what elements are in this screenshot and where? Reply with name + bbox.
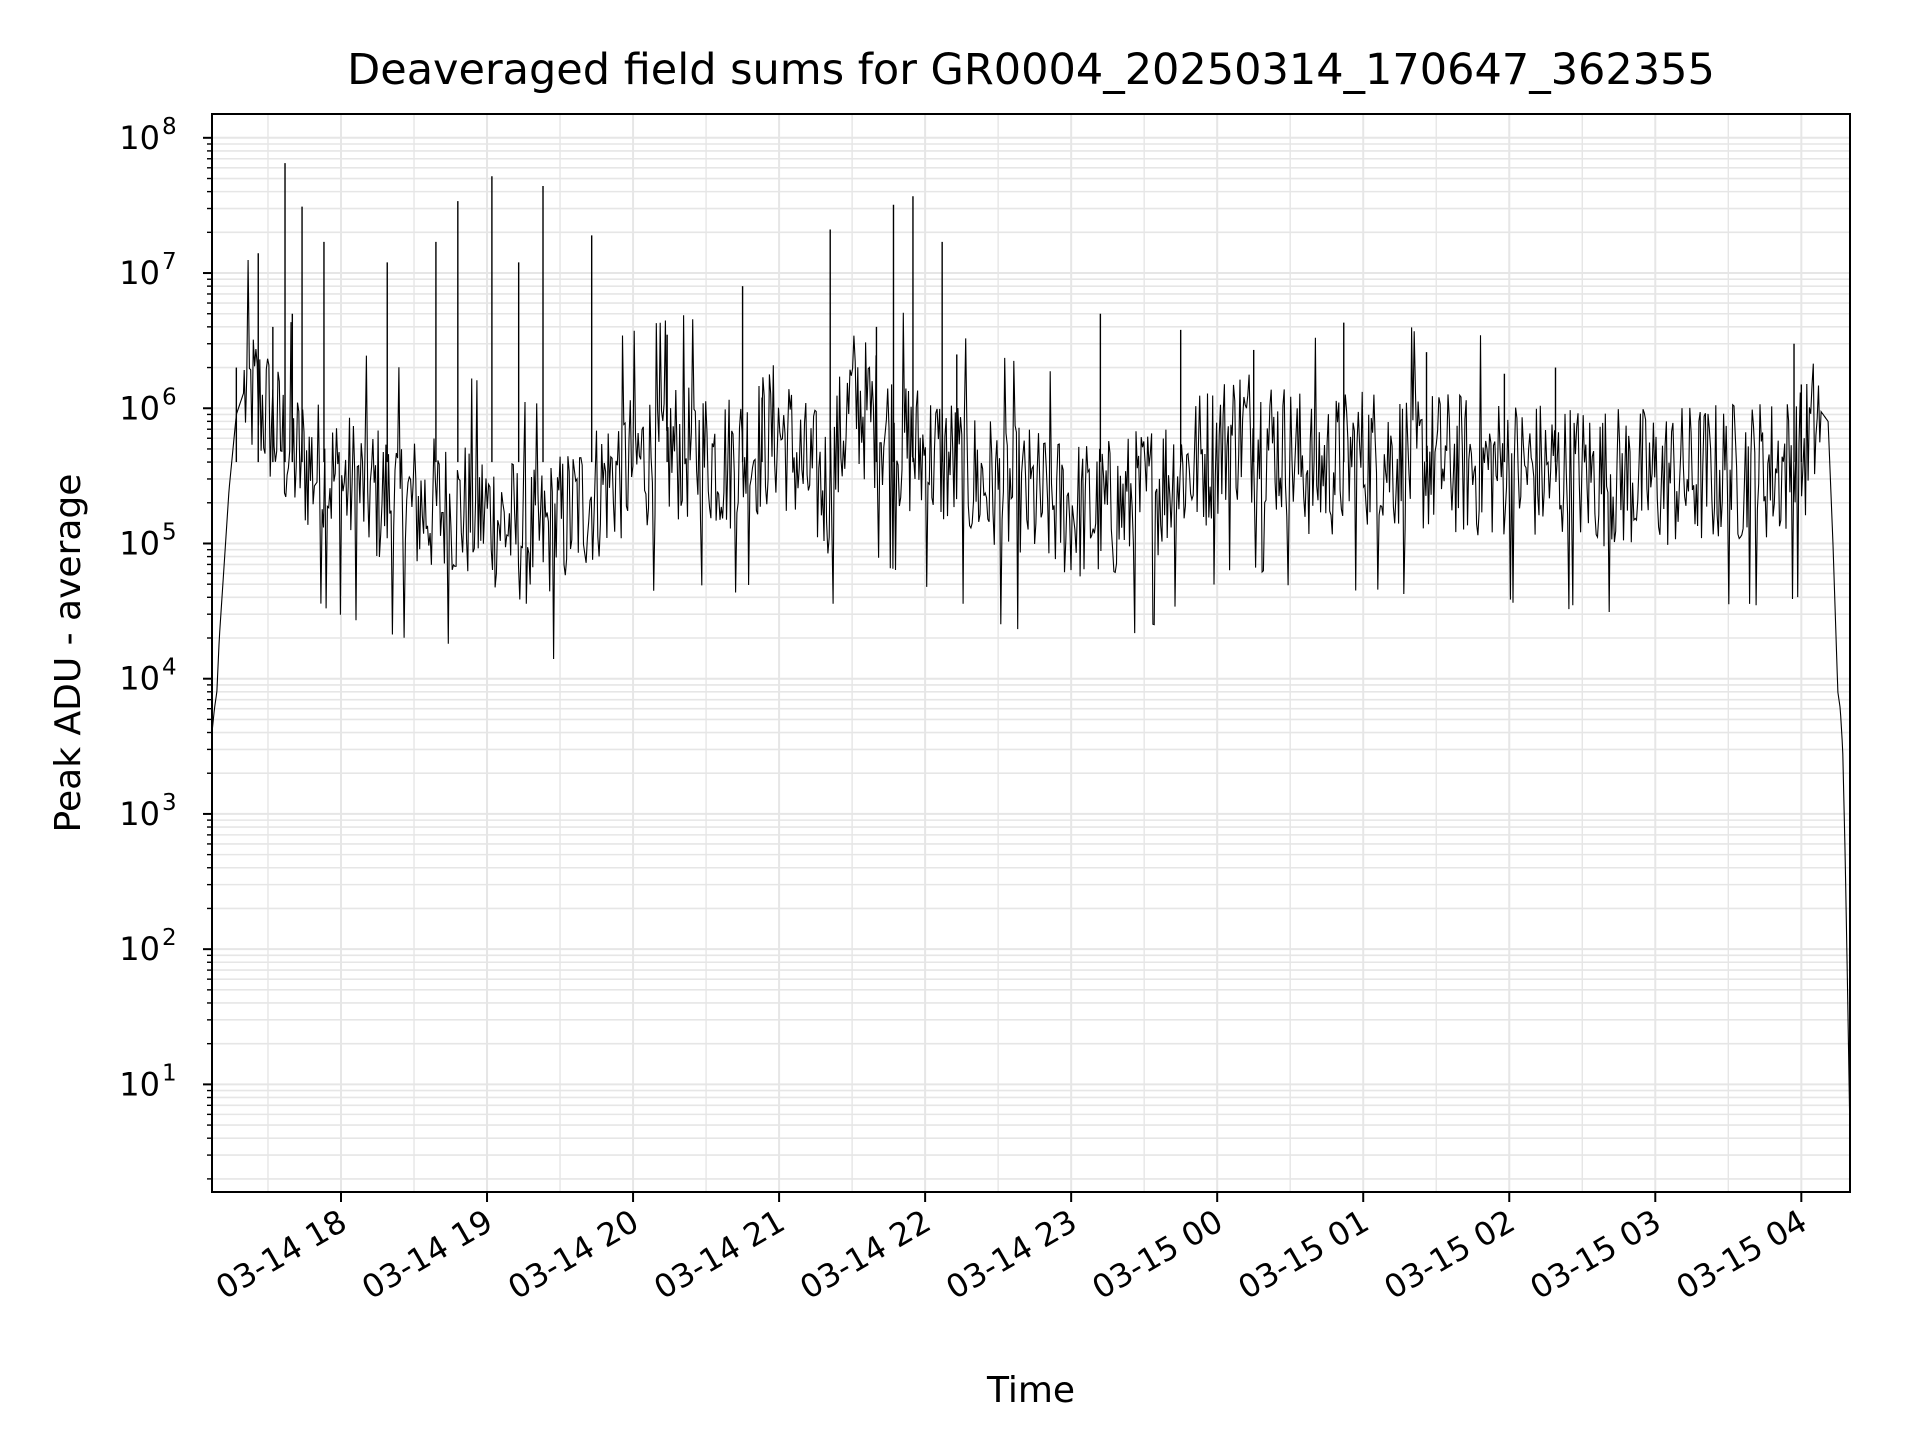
y-tick-exponent: 6 — [162, 384, 177, 410]
data-layer — [211, 163, 1851, 1127]
chart-title: Deaveraged field sums for GR0004_2025031… — [347, 45, 1715, 95]
grid-layer — [212, 114, 1850, 1192]
y-tick-label: 10 — [119, 254, 160, 292]
y-tick-exponent: 5 — [162, 519, 177, 545]
y-tick-label: 10 — [119, 930, 160, 968]
y-tick-label: 10 — [119, 795, 160, 833]
x-axis-label: Time — [986, 1370, 1075, 1411]
y-tick-label: 10 — [119, 660, 160, 698]
y-tick-exponent: 4 — [162, 655, 177, 681]
y-tick-label: 10 — [119, 119, 160, 157]
plot-frame — [211, 113, 1851, 1193]
y-tick-label: 10 — [119, 389, 160, 427]
y-tick-exponent: 7 — [162, 249, 177, 275]
series-line — [211, 259, 1851, 1127]
y-tick-label: 10 — [119, 1065, 160, 1103]
y-axis-label: Peak ADU - average — [48, 474, 89, 833]
y-tick-exponent: 2 — [162, 925, 177, 951]
y-tick-exponent: 3 — [162, 790, 177, 816]
y-tick-label: 10 — [119, 524, 160, 562]
y-tick-exponent: 1 — [162, 1060, 177, 1086]
y-tick-exponent: 8 — [162, 114, 177, 140]
